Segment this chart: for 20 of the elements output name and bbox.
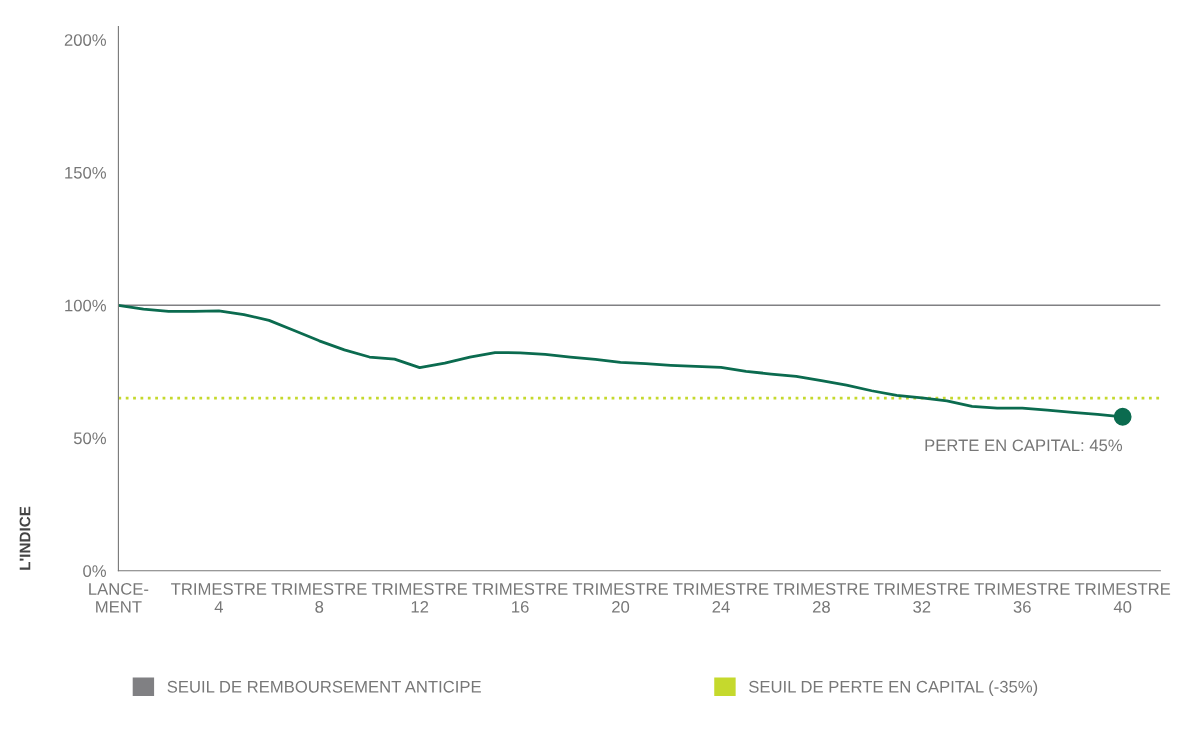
x-tick-label: TRIMESTRE 36 <box>974 583 1070 613</box>
x-tick-label: TRIMESTRE 40 <box>1074 583 1171 613</box>
annotation: PERTE EN CAPITAL: 45% <box>925 439 1123 452</box>
x-tick-label: TRIMESTRE 32 <box>874 583 970 613</box>
x-tick-label: TRIMESTRE 4 <box>171 583 267 613</box>
legend-label: SEUIL DE PERTE EN CAPITAL (-35%) <box>749 680 1038 696</box>
legend-label: SEUIL DE REMBOURSEMENT ANTICIPE <box>167 680 481 693</box>
x-tick-label: LANCE- MENT <box>89 583 149 613</box>
y-axis-title: L'INDICE <box>19 506 31 570</box>
x-tick-label: TRIMESTRE 12 <box>371 583 468 613</box>
y-tick-label: 50% <box>73 432 106 445</box>
y-tick-label: 0% <box>83 565 106 577</box>
x-tick-label: TRIMESTRE 20 <box>572 583 668 613</box>
x-tick-label: TRIMESTRE 8 <box>271 583 367 613</box>
y-tick-label: 150% <box>65 166 106 179</box>
y-tick-label: 200% <box>64 34 106 46</box>
x-tick-label: TRIMESTRE 24 <box>673 583 769 613</box>
y-tick-label: 100% <box>65 299 106 312</box>
x-tick-label: TRIMESTRE 28 <box>773 583 869 613</box>
x-tick-label: TRIMESTRE 16 <box>472 583 568 613</box>
